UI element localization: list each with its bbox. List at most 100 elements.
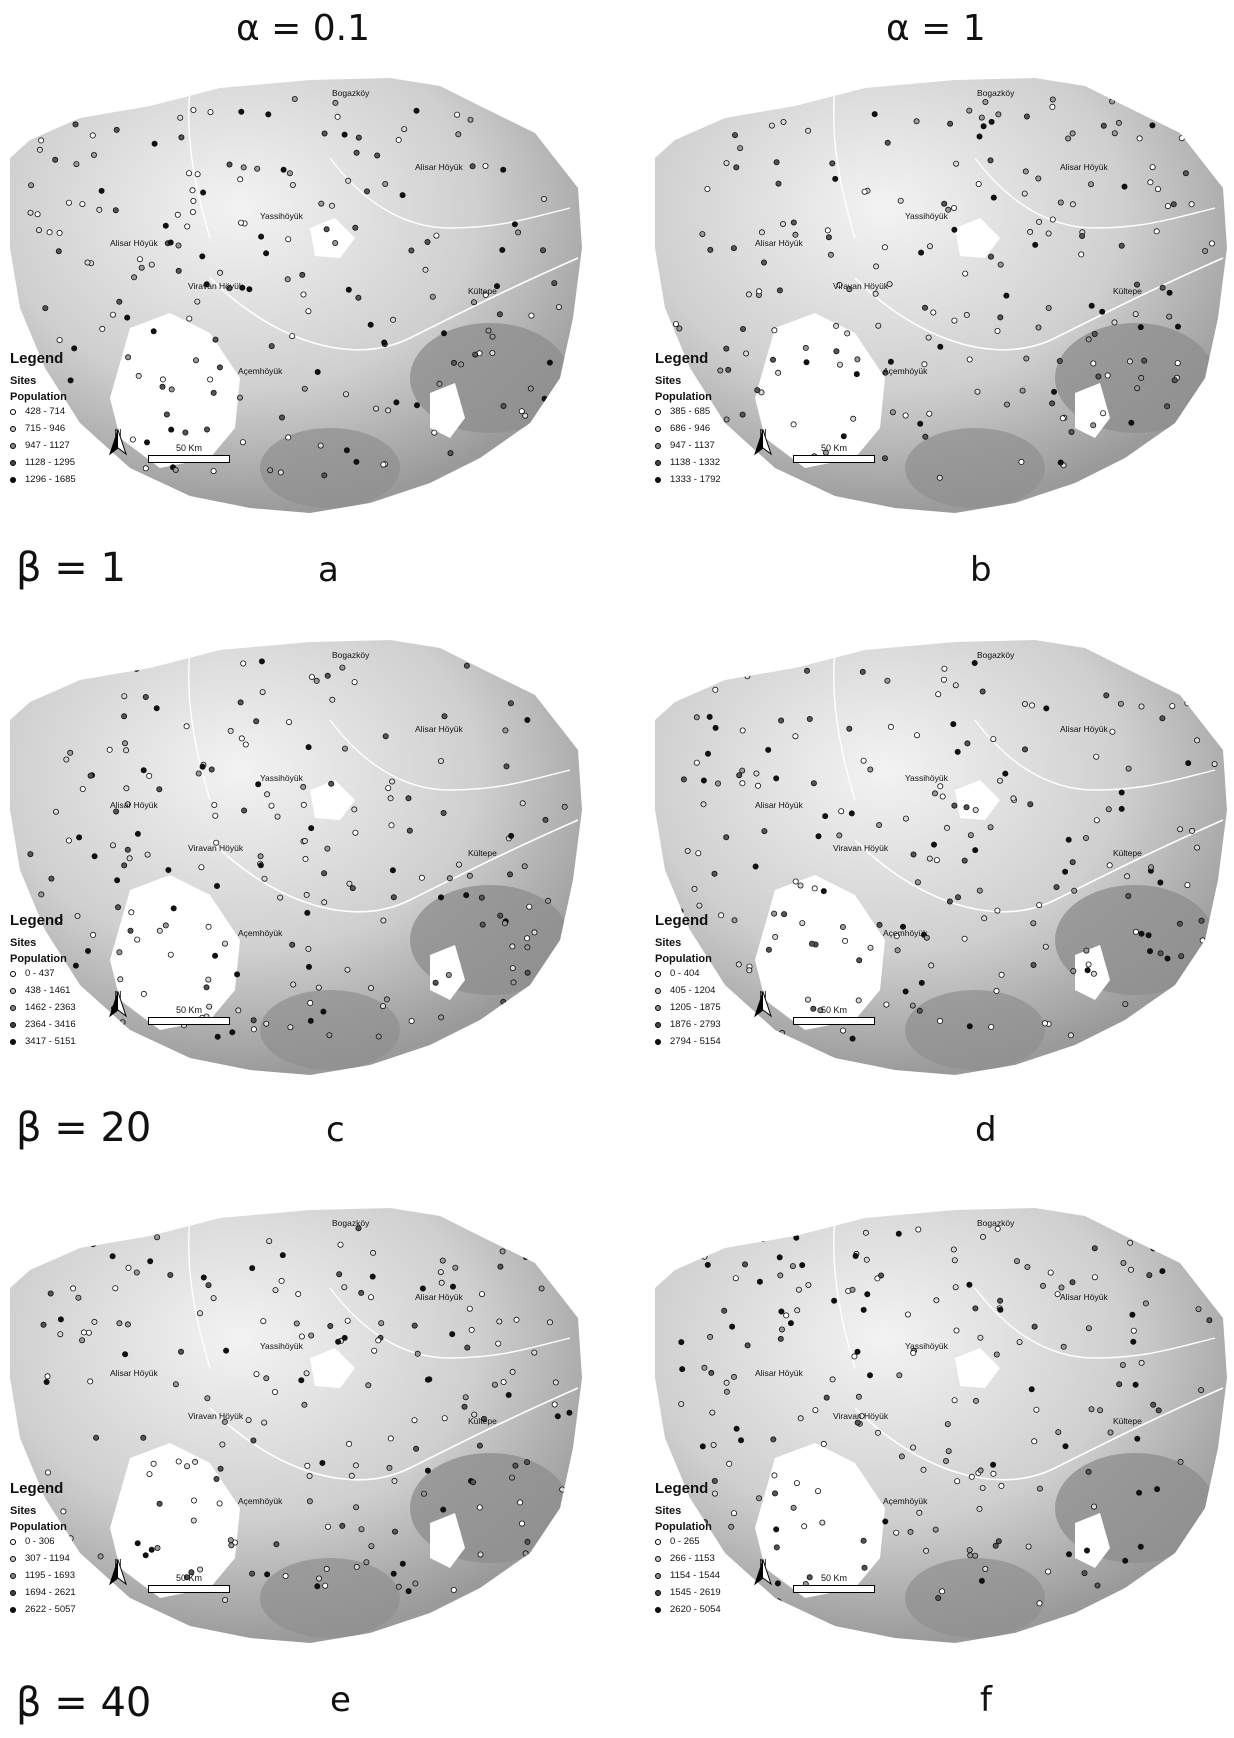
site-marker bbox=[859, 668, 866, 675]
site-marker bbox=[332, 239, 339, 246]
site-marker bbox=[790, 421, 797, 428]
site-marker bbox=[1132, 1381, 1139, 1388]
site-marker bbox=[854, 1419, 861, 1426]
legend-class: 0 - 437 bbox=[10, 965, 76, 982]
site-marker bbox=[896, 1372, 903, 1379]
site-marker bbox=[1068, 428, 1075, 435]
site-marker bbox=[1021, 746, 1028, 753]
site-marker bbox=[385, 407, 392, 414]
site-marker bbox=[342, 391, 349, 398]
site-marker bbox=[464, 1344, 471, 1351]
site-marker bbox=[1194, 737, 1201, 744]
site-marker bbox=[939, 1588, 946, 1595]
site-marker bbox=[45, 1469, 52, 1476]
site-marker bbox=[306, 1498, 313, 1505]
site-marker bbox=[1211, 761, 1218, 768]
site-marker bbox=[91, 470, 98, 477]
site-marker bbox=[793, 1234, 800, 1241]
site-marker bbox=[773, 775, 780, 782]
north-arrow-icon bbox=[754, 1558, 772, 1586]
site-marker bbox=[802, 344, 809, 351]
site-marker bbox=[1182, 170, 1189, 177]
site-marker bbox=[190, 1497, 197, 1504]
site-marker bbox=[1176, 103, 1183, 110]
site-marker bbox=[1065, 135, 1072, 142]
site-marker bbox=[84, 259, 91, 266]
site-marker bbox=[1053, 884, 1060, 891]
site-marker bbox=[34, 211, 41, 218]
site-marker bbox=[324, 845, 331, 852]
site-marker bbox=[79, 201, 86, 208]
site-marker bbox=[552, 672, 559, 679]
site-marker bbox=[861, 188, 868, 195]
site-marker bbox=[731, 1373, 738, 1380]
site-marker bbox=[894, 947, 901, 954]
site-marker bbox=[951, 802, 958, 809]
site-marker bbox=[696, 902, 703, 909]
legend-title: Legend bbox=[10, 1480, 64, 1497]
site-marker bbox=[672, 321, 679, 328]
site-marker bbox=[691, 885, 698, 892]
site-marker bbox=[792, 878, 799, 885]
site-marker bbox=[507, 444, 514, 451]
map-canvas bbox=[655, 1208, 1227, 1643]
site-marker bbox=[854, 356, 861, 363]
site-marker bbox=[461, 1403, 468, 1410]
site-marker bbox=[429, 293, 436, 300]
site-marker bbox=[196, 1310, 203, 1317]
site-marker bbox=[266, 1238, 273, 1245]
site-marker bbox=[261, 875, 268, 882]
site-marker bbox=[192, 357, 199, 364]
site-marker bbox=[851, 1353, 858, 1360]
place-label-alisar-hoyuk-west: Alisar Höyük bbox=[110, 800, 158, 810]
place-label-yassihoyuk: Yassihöyük bbox=[260, 773, 303, 783]
legend-class-label: 1694 - 2621 bbox=[25, 1587, 76, 1598]
site-marker bbox=[524, 1538, 531, 1545]
site-marker bbox=[422, 266, 429, 273]
site-marker bbox=[418, 874, 425, 881]
place-label-yassihoyuk: Yassihöyük bbox=[905, 211, 948, 221]
site-marker bbox=[566, 1409, 573, 1416]
site-marker bbox=[1121, 183, 1128, 190]
site-marker bbox=[867, 766, 874, 773]
site-marker bbox=[1209, 402, 1216, 409]
site-marker bbox=[974, 388, 981, 395]
site-marker bbox=[73, 161, 80, 168]
site-marker bbox=[112, 1285, 119, 1292]
site-marker bbox=[277, 469, 284, 476]
legend-class-label: 266 - 1153 bbox=[670, 1553, 715, 1564]
site-marker bbox=[280, 166, 287, 173]
column-title-alpha-0-1: α = 0.1 bbox=[236, 8, 371, 49]
site-marker bbox=[916, 1007, 923, 1014]
legend-sites: Sites bbox=[10, 1505, 37, 1517]
site-marker bbox=[914, 879, 921, 886]
site-marker bbox=[1062, 1443, 1069, 1450]
legend-title: Legend bbox=[10, 912, 64, 929]
site-marker bbox=[966, 1023, 973, 1030]
site-marker bbox=[200, 1274, 207, 1281]
site-marker bbox=[695, 850, 702, 857]
site-marker bbox=[861, 1564, 868, 1571]
site-marker bbox=[328, 202, 335, 209]
site-marker bbox=[375, 1033, 382, 1040]
legend-class: 405 - 1204 bbox=[655, 982, 721, 999]
site-marker bbox=[873, 263, 880, 270]
site-marker bbox=[1018, 458, 1025, 465]
site-marker bbox=[547, 464, 554, 471]
scale-label: 50 Km bbox=[820, 1573, 847, 1583]
site-marker bbox=[518, 408, 525, 415]
site-marker bbox=[731, 917, 738, 924]
site-marker bbox=[168, 426, 175, 433]
site-marker bbox=[40, 1321, 47, 1328]
site-marker bbox=[476, 1442, 483, 1449]
site-marker bbox=[203, 426, 210, 433]
site-marker bbox=[355, 134, 362, 141]
site-marker bbox=[672, 1238, 679, 1245]
legend-class: 428 - 714 bbox=[10, 403, 76, 420]
site-marker bbox=[151, 140, 158, 147]
site-marker bbox=[217, 269, 224, 276]
site-marker bbox=[1065, 836, 1072, 843]
legend-class: 307 - 1194 bbox=[10, 1550, 76, 1567]
site-marker bbox=[508, 1474, 515, 1481]
site-marker bbox=[242, 741, 249, 748]
